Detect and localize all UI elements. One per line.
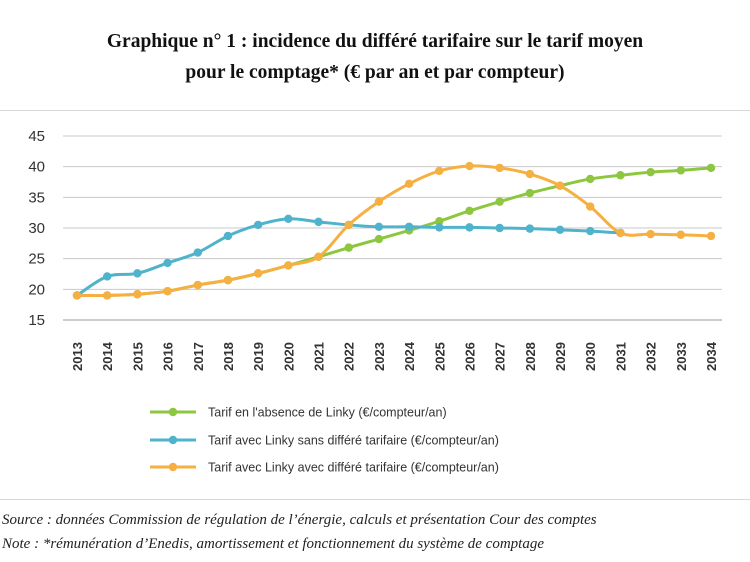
x-tick-label: 2032 (644, 342, 659, 371)
series-point-3 (102, 291, 112, 300)
series-point-3 (314, 252, 323, 262)
series-point-2 (133, 269, 142, 278)
series-point-1 (525, 188, 535, 198)
x-tick-label: 2020 (281, 342, 296, 371)
series-point-3 (344, 220, 353, 230)
series-point-2 (495, 223, 504, 233)
x-tick-label: 2025 (432, 342, 447, 371)
series-point-3 (284, 261, 293, 270)
series-point-3 (72, 291, 82, 300)
series-point-1 (586, 174, 595, 184)
series-point-3 (404, 179, 414, 189)
series-point-3 (525, 169, 535, 179)
x-tick-label: 2015 (130, 342, 145, 371)
y-tick-label: 15 (28, 312, 45, 329)
series-point-2 (163, 258, 172, 268)
x-tick-label: 2026 (462, 342, 477, 371)
x-tick-label: 2013 (70, 342, 85, 371)
x-tick-label: 2016 (161, 342, 176, 371)
x-tick-label: 2019 (251, 342, 266, 371)
series-point-3 (374, 197, 384, 206)
chart-frame (0, 110, 750, 500)
series-point-3 (465, 161, 474, 171)
series-point-2 (404, 222, 414, 231)
series-point-1 (676, 166, 686, 175)
y-tick-label: 45 (28, 128, 45, 145)
chart-title-line2: pour le comptage* (€ par an et par compt… (185, 62, 565, 83)
legend-label-2: Tarif avec Linky sans différé tarifaire … (208, 434, 499, 448)
series-point-3 (193, 280, 202, 290)
series-point-3 (223, 275, 233, 285)
series-point-2 (525, 224, 535, 233)
series-point-1 (344, 243, 353, 252)
series-point-3 (676, 230, 686, 239)
x-tick-label: 2014 (100, 341, 115, 371)
series-point-3 (435, 166, 444, 176)
x-tick-label: 2029 (553, 342, 568, 371)
series-point-3 (495, 163, 504, 173)
series-point-2 (555, 225, 565, 235)
x-tick-label: 2030 (583, 342, 598, 371)
x-tick-label: 2023 (372, 342, 387, 371)
series-point-1 (465, 206, 474, 216)
legend-marker-2 (168, 435, 178, 445)
series-point-2 (223, 231, 233, 241)
series-point-2 (586, 226, 595, 236)
x-tick-label: 2033 (674, 342, 689, 371)
series-line-3 (76, 164, 712, 298)
series-point-3 (163, 286, 172, 296)
x-tick-label: 2031 (613, 342, 628, 371)
x-tick-label: 2018 (221, 342, 236, 371)
series-point-3 (555, 181, 565, 190)
series-point-2 (284, 214, 293, 223)
legend-label-3: Tarif avec Linky avec différé tarifaire … (208, 461, 499, 475)
x-tick-label: 2022 (342, 342, 357, 371)
series-point-2 (193, 248, 202, 257)
x-tick-label: 2034 (704, 341, 719, 371)
x-tick-label: 2021 (312, 342, 327, 371)
y-tick-label: 25 (28, 251, 45, 268)
y-tick-label: 40 (28, 159, 45, 176)
y-tick-label: 20 (28, 281, 45, 298)
x-tick-label: 2017 (191, 342, 206, 371)
legend-marker-1 (168, 407, 178, 417)
series-point-2 (374, 222, 384, 231)
series-point-3 (133, 290, 142, 299)
note-text: Note : *rémunération d’Enedis, amortisse… (2, 536, 544, 552)
series-point-3 (706, 231, 716, 241)
legend-label-1: Tarif en l'absence de Linky (€/compteur/… (208, 406, 447, 420)
x-tick-label: 2027 (493, 342, 508, 371)
series-point-3 (646, 229, 655, 239)
series-line-2 (76, 217, 621, 297)
series-point-2 (435, 223, 444, 232)
legend-marker-3 (168, 462, 178, 472)
series-point-1 (435, 217, 444, 226)
y-tick-label: 35 (28, 189, 45, 206)
series-point-3 (586, 202, 595, 211)
series-point-2 (102, 272, 112, 281)
chart-title: Graphique n° 1 : incidence du différé ta… (0, 26, 750, 88)
series-point-3 (253, 269, 263, 278)
series-point-1 (706, 163, 716, 173)
source-note: Source : données Commission de régulatio… (2, 512, 597, 528)
series-point-1 (495, 197, 504, 206)
series-point-3 (616, 228, 625, 238)
x-tick-label: 2028 (523, 342, 538, 371)
series-point-2 (314, 217, 323, 227)
series-point-1 (646, 167, 655, 177)
chart-title-line1: Graphique n° 1 : incidence du différé ta… (106, 31, 644, 52)
x-tick-label: 2024 (402, 341, 417, 371)
series-point-2 (465, 223, 474, 232)
series-point-2 (253, 220, 263, 230)
y-tick-label: 30 (28, 220, 45, 237)
series-point-1 (374, 234, 384, 244)
series-point-1 (616, 171, 625, 180)
